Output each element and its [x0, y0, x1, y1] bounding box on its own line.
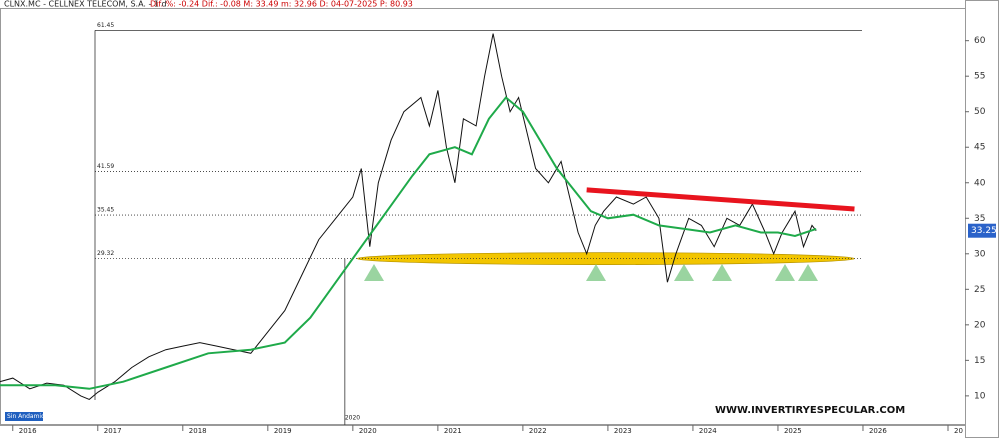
- low-marker: [712, 264, 732, 281]
- y-tick-label: 45: [974, 143, 985, 153]
- y-tick-label: 15: [974, 356, 985, 366]
- x-tick-label: 2019: [274, 427, 292, 435]
- x-tick-label: 2017: [104, 427, 122, 435]
- x-tick-label: 2020: [359, 427, 377, 435]
- y-tick-label: 60: [974, 36, 986, 46]
- moving-average: [0, 96, 817, 390]
- low-marker: [674, 264, 694, 281]
- x-tick-label: 2018: [189, 427, 207, 435]
- last-price-box: [968, 223, 996, 238]
- y-tick-label: 10: [974, 391, 986, 401]
- last-price: 33.25: [971, 226, 997, 236]
- x-tick-label: 2026: [869, 427, 887, 435]
- level-label: 29.32: [97, 250, 114, 257]
- y-tick-label: 50: [974, 107, 986, 117]
- y-tick-label: 20: [974, 320, 986, 330]
- x-tick-label: 2022: [529, 427, 547, 435]
- y-tick-label: 55: [974, 72, 985, 82]
- x-tick-label: 2016: [19, 427, 37, 435]
- marker-label: 2020: [345, 415, 360, 422]
- price-line: [0, 33, 817, 400]
- level-label: 61.45: [97, 22, 114, 29]
- x-tick-label: 2021: [444, 427, 462, 435]
- trendline: [586, 187, 855, 212]
- y-tick-label: 25: [974, 285, 985, 295]
- y-tick-label: 40: [974, 178, 986, 188]
- low-marker: [775, 264, 795, 281]
- badge: Sin Andamios: [7, 413, 48, 420]
- y-tick-label: 30: [974, 249, 986, 259]
- level-label: 41.59: [97, 163, 114, 170]
- x-tick-label: 20: [954, 427, 963, 435]
- x-tick-label: 2023: [614, 427, 632, 435]
- level-label: 35.45: [97, 207, 114, 214]
- x-tick-label: 2024: [699, 427, 717, 435]
- badge-box: [5, 412, 43, 421]
- watermark: WWW.INVERTIRYESPECULAR.COM: [715, 405, 905, 416]
- title: CLNX.MC - CELLNEX TELECOM, S.A. - 1 d: [4, 0, 167, 9]
- x-tick-label: 2025: [784, 427, 802, 435]
- header-stats: Dif. %: -0.24 Dif.: -0.08 M: 33.49 m: 32…: [150, 0, 413, 9]
- y-tick-label: 35: [974, 214, 985, 224]
- low-marker: [798, 264, 818, 281]
- low-marker: [586, 264, 606, 281]
- low-marker: [364, 264, 384, 281]
